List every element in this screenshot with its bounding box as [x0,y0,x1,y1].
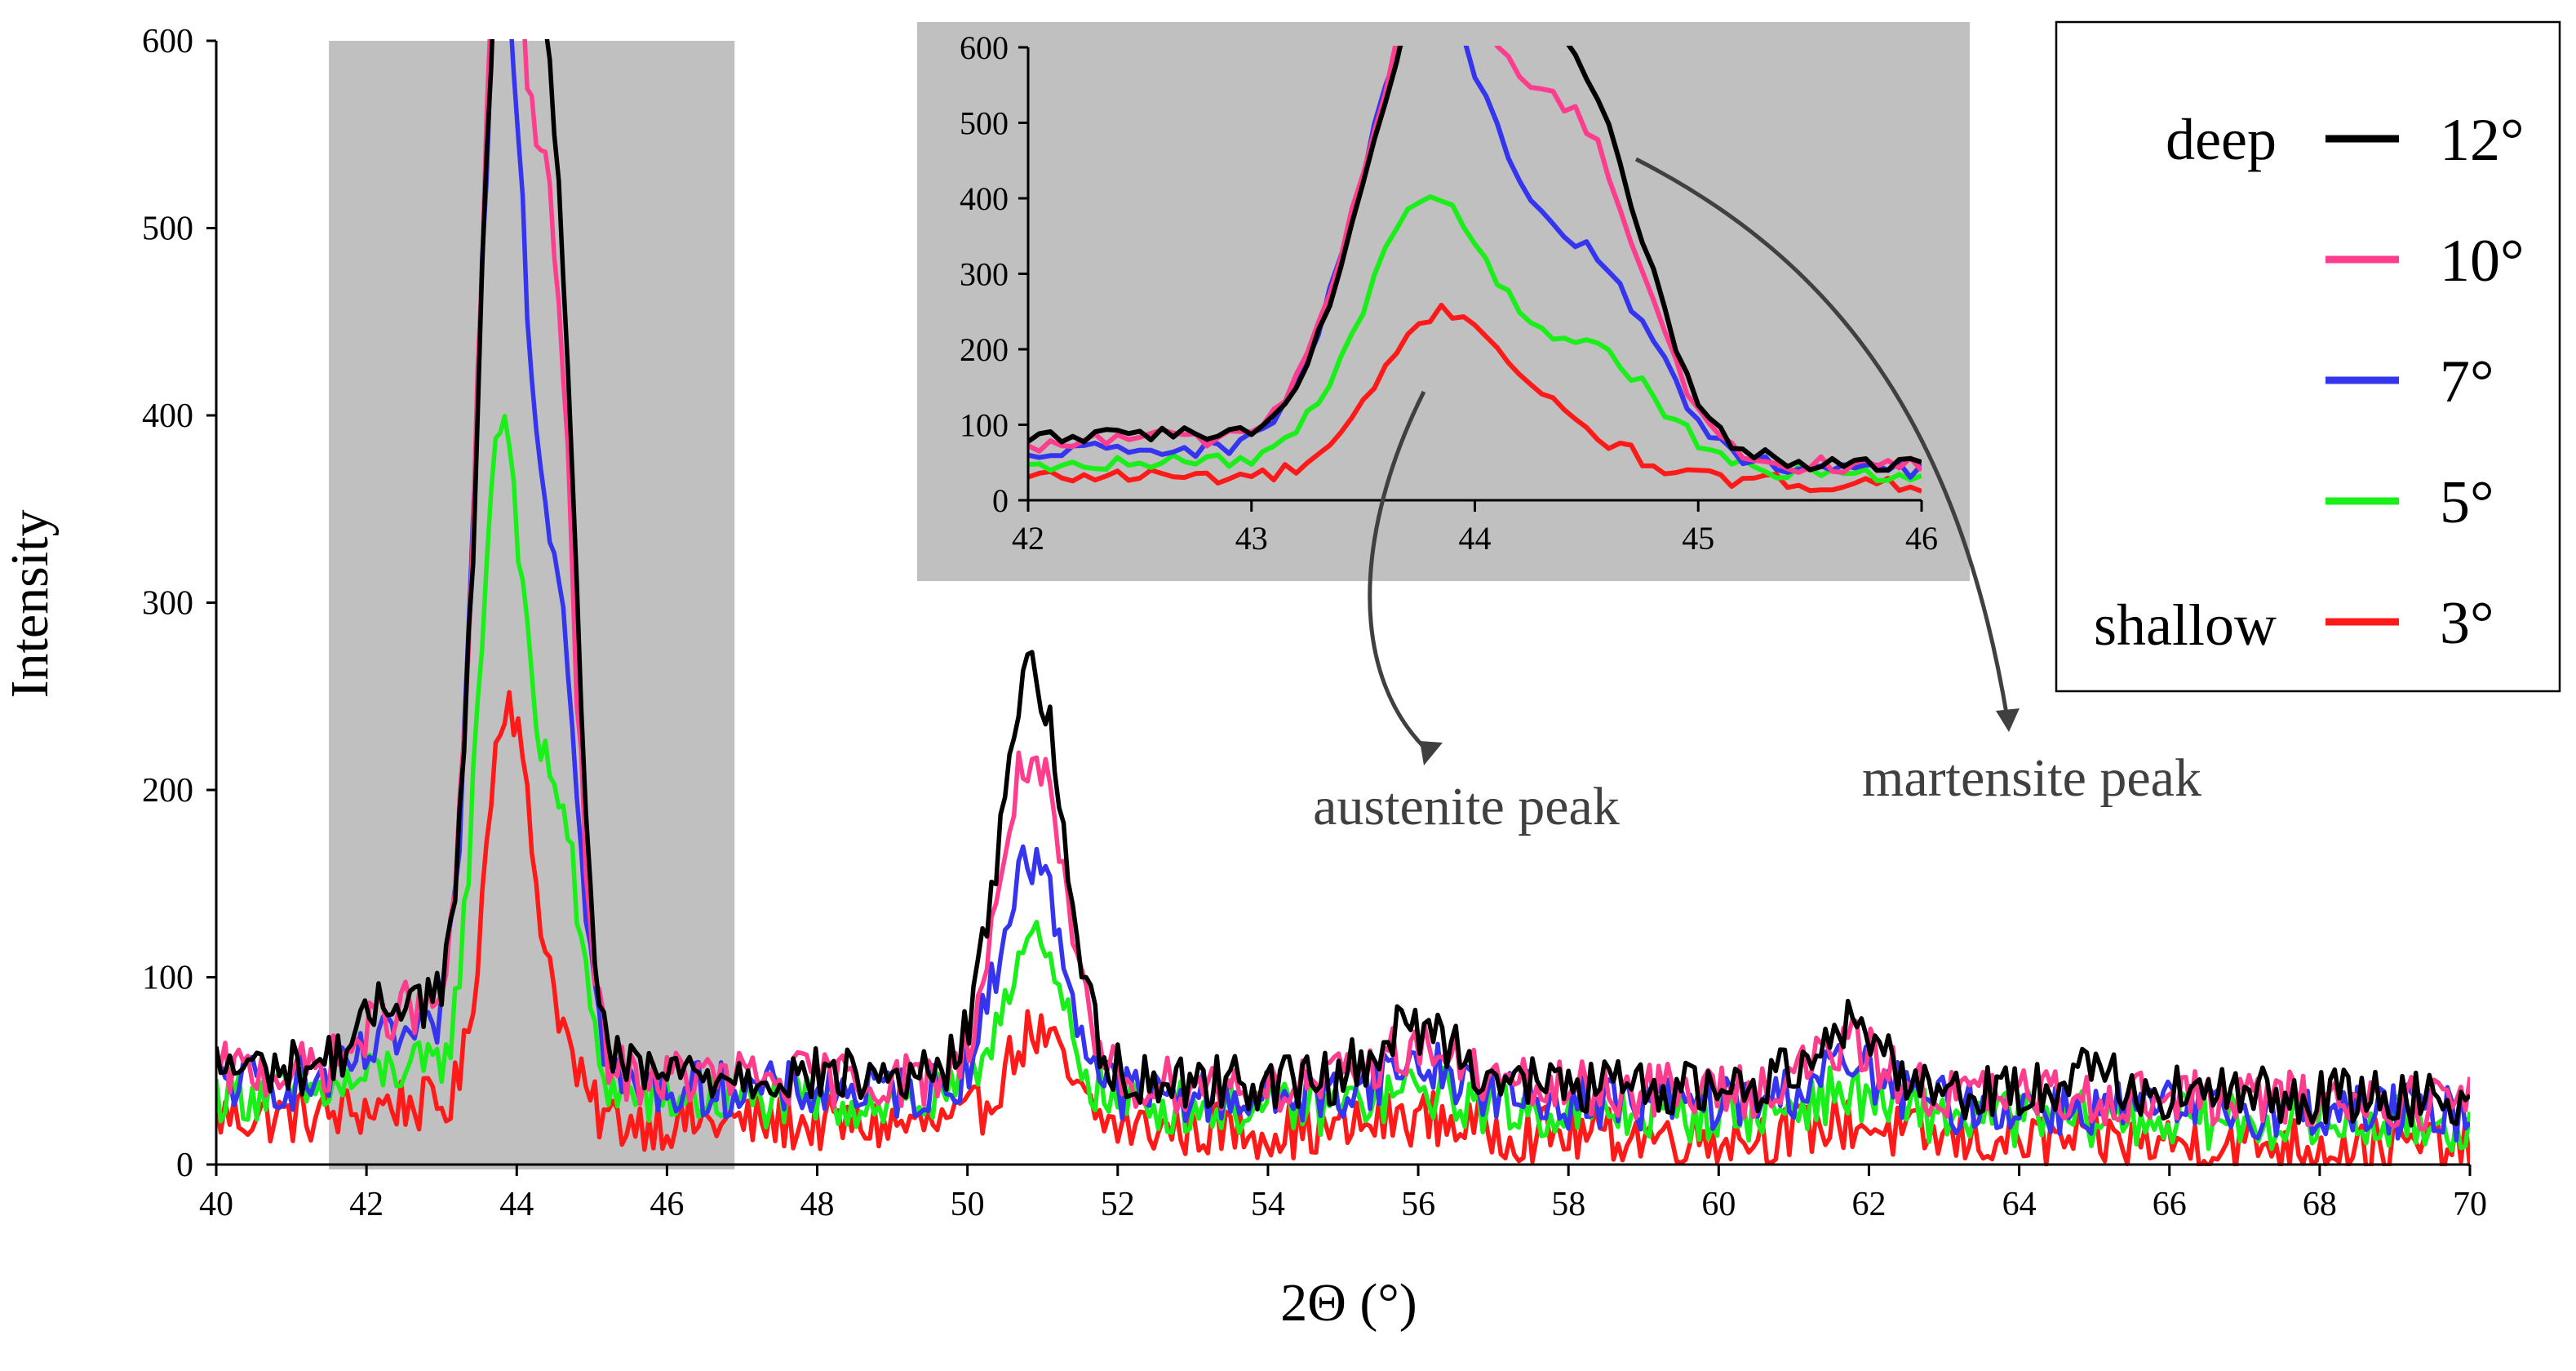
legend-box [2055,20,2561,693]
inset-y-tick-label: 300 [960,256,1009,293]
martensite-arrowhead [1996,708,2020,732]
inset-x-tick-label: 42 [1012,520,1044,557]
inset-y-tick-label: 400 [960,180,1009,217]
inset-series-lines [1028,46,1922,494]
x-tick-label: 62 [1851,1186,1886,1223]
austenite-peak-label: austenite peak [1313,777,1620,836]
x-tick-label: 50 [951,1186,985,1223]
x-tick-label: 68 [2303,1186,2337,1223]
legend-entry-label: 7° [2440,348,2494,415]
legend: deep shallow 12° 10° 7° 5° 3° [2055,20,2561,693]
y-tick-label: 0 [176,1147,193,1184]
y-tick-label: 400 [142,397,193,435]
austenite-arrow [1368,390,1434,756]
main-series-lines [216,39,2470,1166]
legend-entry-label: 5° [2440,469,2494,536]
legend-entries: 12° 10° 7° 5° 3° [2325,107,2525,657]
y-tick-label: 200 [142,772,193,810]
martensite-peak-label: martensite peak [1862,748,2201,808]
y-tick-label: 500 [142,211,193,248]
x-tick-label: 66 [2153,1186,2187,1223]
inset-y-tick-label: 600 [960,29,1009,66]
x-axis-label: 2Θ (°) [1280,1273,1417,1333]
y-tick-label: 600 [142,23,193,60]
x-tick-label: 52 [1101,1186,1135,1223]
inset-y-tick-label: 0 [992,482,1009,519]
inset-x-tick-label: 43 [1235,520,1268,557]
x-tick-label: 54 [1251,1186,1285,1223]
annotations: austenite peak martensite peak [1313,157,2201,836]
x-tick-label: 56 [1401,1186,1435,1223]
inset-plot: 0 100 200 300 400 500 600 42 43 44 45 46 [917,22,1970,581]
austenite-arrowhead [1420,741,1443,765]
x-tick-label: 42 [349,1186,384,1223]
x-tick-label: 46 [650,1186,684,1223]
inset-series-line-12deg [1028,46,1922,473]
legend-label-shallow: shallow [2094,592,2277,658]
y-tick-label: 300 [142,585,193,623]
x-tick-label: 70 [2453,1186,2487,1223]
x-tick-label: 48 [800,1186,835,1223]
inset-y-tick-label: 500 [960,105,1009,142]
series-line-12deg [216,39,2470,1128]
x-tick-label: 64 [2002,1186,2037,1223]
y-tick-label: 100 [142,960,193,997]
inset-series-line-5deg [1028,194,1922,483]
series-line-5deg [216,414,2470,1153]
highlight-region [329,41,735,1169]
x-tick-label: 40 [199,1186,233,1223]
inset-background [917,22,1970,581]
legend-label-deep: deep [2166,107,2277,172]
x-tick-label: 60 [1701,1186,1736,1223]
inset-x-tick-label: 44 [1459,520,1492,557]
inset-y-tick-label: 100 [960,407,1009,444]
inset-y-tick-label: 200 [960,331,1009,368]
x-tick-label: 44 [499,1186,534,1223]
inset-axes: 0 100 200 300 400 500 600 42 43 44 45 46 [960,29,1938,557]
legend-entry-label: 3° [2440,590,2494,657]
martensite-arrow [1634,157,2010,719]
inset-x-tick-label: 46 [1905,520,1938,557]
legend-entry-label: 10° [2440,228,2525,295]
y-axis-label: Intensity [0,510,60,699]
inset-x-tick-label: 45 [1682,520,1714,557]
x-tick-label: 58 [1551,1186,1585,1223]
legend-entry-label: 12° [2440,107,2525,174]
